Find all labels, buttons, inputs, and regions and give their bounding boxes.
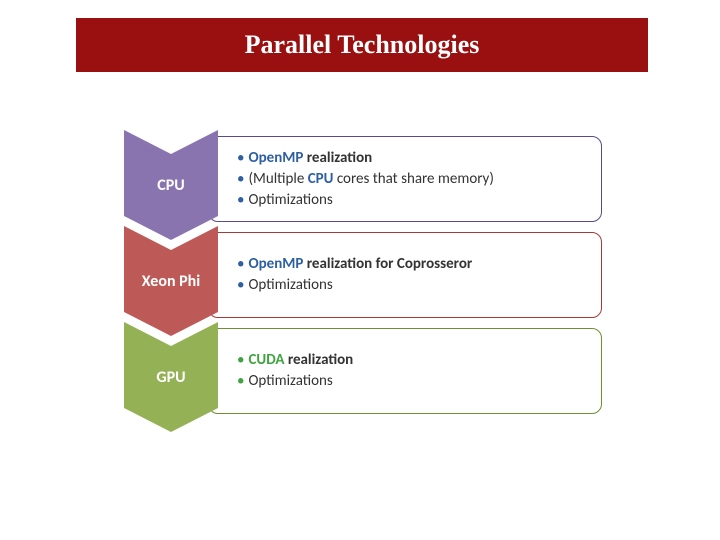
bullet-pre: Optimizations bbox=[248, 191, 332, 209]
bullet-keyword: CPU bbox=[308, 170, 334, 188]
bullet-line: •CUDA realization bbox=[237, 350, 585, 371]
bullet-dot: • bbox=[237, 170, 244, 188]
bullet-line: •OpenMP realization for Coprosseror bbox=[237, 254, 585, 275]
chevron-icon: Xeon Phi bbox=[124, 226, 218, 336]
bullet-keyword: OpenMP bbox=[248, 149, 303, 167]
chevron-icon: GPU bbox=[124, 322, 218, 432]
bullet-line: •Optimizations bbox=[237, 190, 585, 211]
content-panel: •OpenMP realization•(Multiple CPU cores … bbox=[208, 136, 602, 222]
bullet-pre: (Multiple bbox=[248, 170, 307, 188]
chevron-icon: CPU bbox=[124, 130, 218, 240]
bullet-post: realization bbox=[303, 149, 372, 167]
bullet-keyword: CUDA bbox=[248, 351, 284, 369]
title-bar: Parallel Technologies bbox=[76, 18, 648, 72]
bullet-post: cores that share memory) bbox=[333, 170, 493, 188]
diagram-rows: CPU•OpenMP realization•(Multiple CPU cor… bbox=[124, 136, 604, 424]
bullet-dot: • bbox=[237, 149, 244, 167]
diagram-row: Xeon Phi •OpenMP realization for Coprosse… bbox=[124, 232, 604, 328]
bullet-post: realization bbox=[284, 351, 353, 369]
page-title: Parallel Technologies bbox=[245, 30, 480, 60]
chevron-label: Xeon Phi bbox=[124, 272, 218, 291]
diagram-row: GPU•CUDA realization•Optimizations bbox=[124, 328, 604, 424]
bullet-dot: • bbox=[237, 255, 244, 273]
content-panel: •CUDA realization•Optimizations bbox=[208, 328, 602, 414]
bullet-pre: Optimizations bbox=[248, 276, 332, 294]
bullet-post: realization for Coprosseror bbox=[303, 255, 472, 273]
bullet-line: •Optimizations bbox=[237, 275, 585, 296]
bullet-keyword: OpenMP bbox=[248, 255, 303, 273]
bullet-dot: • bbox=[237, 276, 244, 294]
bullet-dot: • bbox=[237, 191, 244, 209]
bullet-pre: Optimizations bbox=[248, 372, 332, 390]
bullet-line: •OpenMP realization bbox=[237, 148, 585, 169]
bullet-dot: • bbox=[237, 372, 244, 390]
chevron-label: CPU bbox=[124, 176, 218, 195]
content-panel: •OpenMP realization for Coprosseror•Opti… bbox=[208, 232, 602, 318]
bullet-line: •(Multiple CPU cores that share memory) bbox=[237, 169, 585, 190]
bullet-dot: • bbox=[237, 351, 244, 369]
diagram-row: CPU•OpenMP realization•(Multiple CPU cor… bbox=[124, 136, 604, 232]
chevron-label: GPU bbox=[124, 368, 218, 387]
bullet-line: •Optimizations bbox=[237, 371, 585, 392]
